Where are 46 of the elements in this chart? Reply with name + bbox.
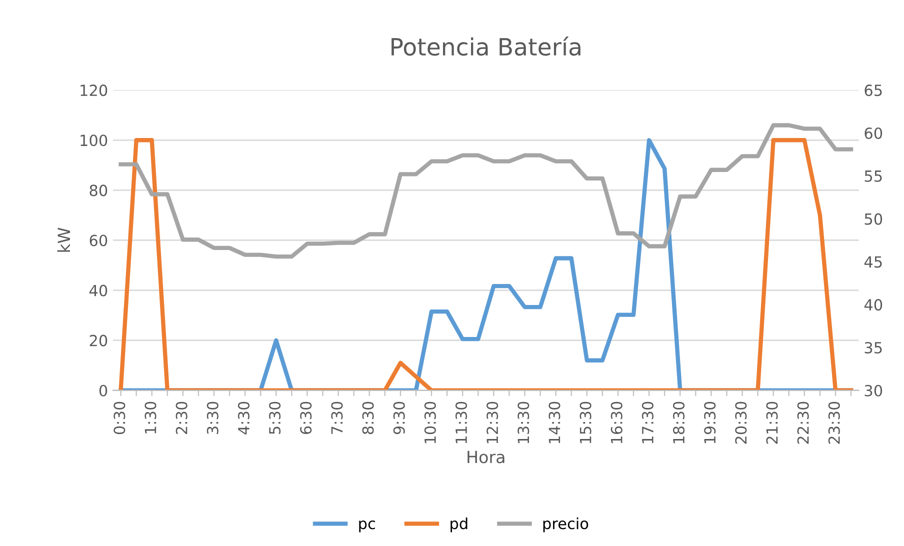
x-tick-label: 16:30 bbox=[610, 402, 622, 444]
x-tick-label: 14:30 bbox=[548, 402, 560, 444]
x-tick-label: 11:30 bbox=[455, 402, 468, 444]
y-tick-label: 120 bbox=[80, 84, 108, 96]
y-tick-label: 80 bbox=[90, 184, 108, 196]
x-tick-label: 22:30 bbox=[797, 402, 809, 444]
x-tick-label: 23:30 bbox=[828, 402, 840, 444]
x-tick-label: 10:30 bbox=[424, 402, 436, 444]
y-tick-label: 60 bbox=[90, 234, 108, 246]
x-tick-label: 15:30 bbox=[580, 402, 592, 444]
y-tick-label: 0 bbox=[99, 384, 108, 396]
y-axis-title: kW bbox=[57, 228, 70, 252]
x-tick-label: 9:30 bbox=[393, 402, 405, 434]
y2-tick-label: 60 bbox=[864, 127, 882, 140]
y2-tick-label: 30 bbox=[864, 384, 882, 396]
x-tick-label: 1:30 bbox=[144, 402, 156, 434]
x-tick-label: 17:30 bbox=[642, 402, 654, 444]
x-tick-label: 5:30 bbox=[269, 402, 281, 434]
legend-label: precio bbox=[543, 517, 588, 532]
y2-tick-label: 45 bbox=[864, 256, 882, 268]
x-tick-label: 6:30 bbox=[300, 402, 312, 434]
y-tick-label: 40 bbox=[89, 284, 108, 296]
x-tick-label: 7:30 bbox=[331, 402, 343, 434]
y2-tick-label: 35 bbox=[864, 342, 882, 354]
line-series bbox=[118, 123, 854, 259]
x-tick-label: 2:30 bbox=[176, 402, 188, 434]
x-axis-title: Hora bbox=[468, 450, 504, 464]
x-tick-label: 12:30 bbox=[486, 402, 498, 444]
x-tick-label: 21:30 bbox=[766, 402, 778, 444]
legend-label: pd bbox=[450, 517, 468, 532]
y2-tick-label: 55 bbox=[864, 170, 882, 182]
x-tick-label: 18:30 bbox=[672, 402, 685, 444]
y2-tick-label: 50 bbox=[864, 213, 882, 225]
chart-title: Potencia Batería bbox=[392, 36, 580, 56]
y-tick-label: 100 bbox=[80, 134, 108, 146]
x-tick-label: 8:30 bbox=[362, 402, 374, 434]
x-tick-label: 0:30 bbox=[114, 402, 126, 434]
x-tick-label: 13:30 bbox=[518, 402, 530, 444]
x-tick-label: 4:30 bbox=[238, 402, 250, 434]
legend-label: pc bbox=[359, 520, 375, 532]
y-tick-label: 20 bbox=[90, 334, 108, 346]
x-tick-label: 3:30 bbox=[206, 402, 218, 434]
x-tick-label: 19:30 bbox=[704, 402, 716, 444]
y2-tick-label: 40 bbox=[864, 299, 882, 311]
y2-tick-label: 65 bbox=[864, 84, 882, 96]
x-tick-label: 20:30 bbox=[735, 402, 747, 444]
